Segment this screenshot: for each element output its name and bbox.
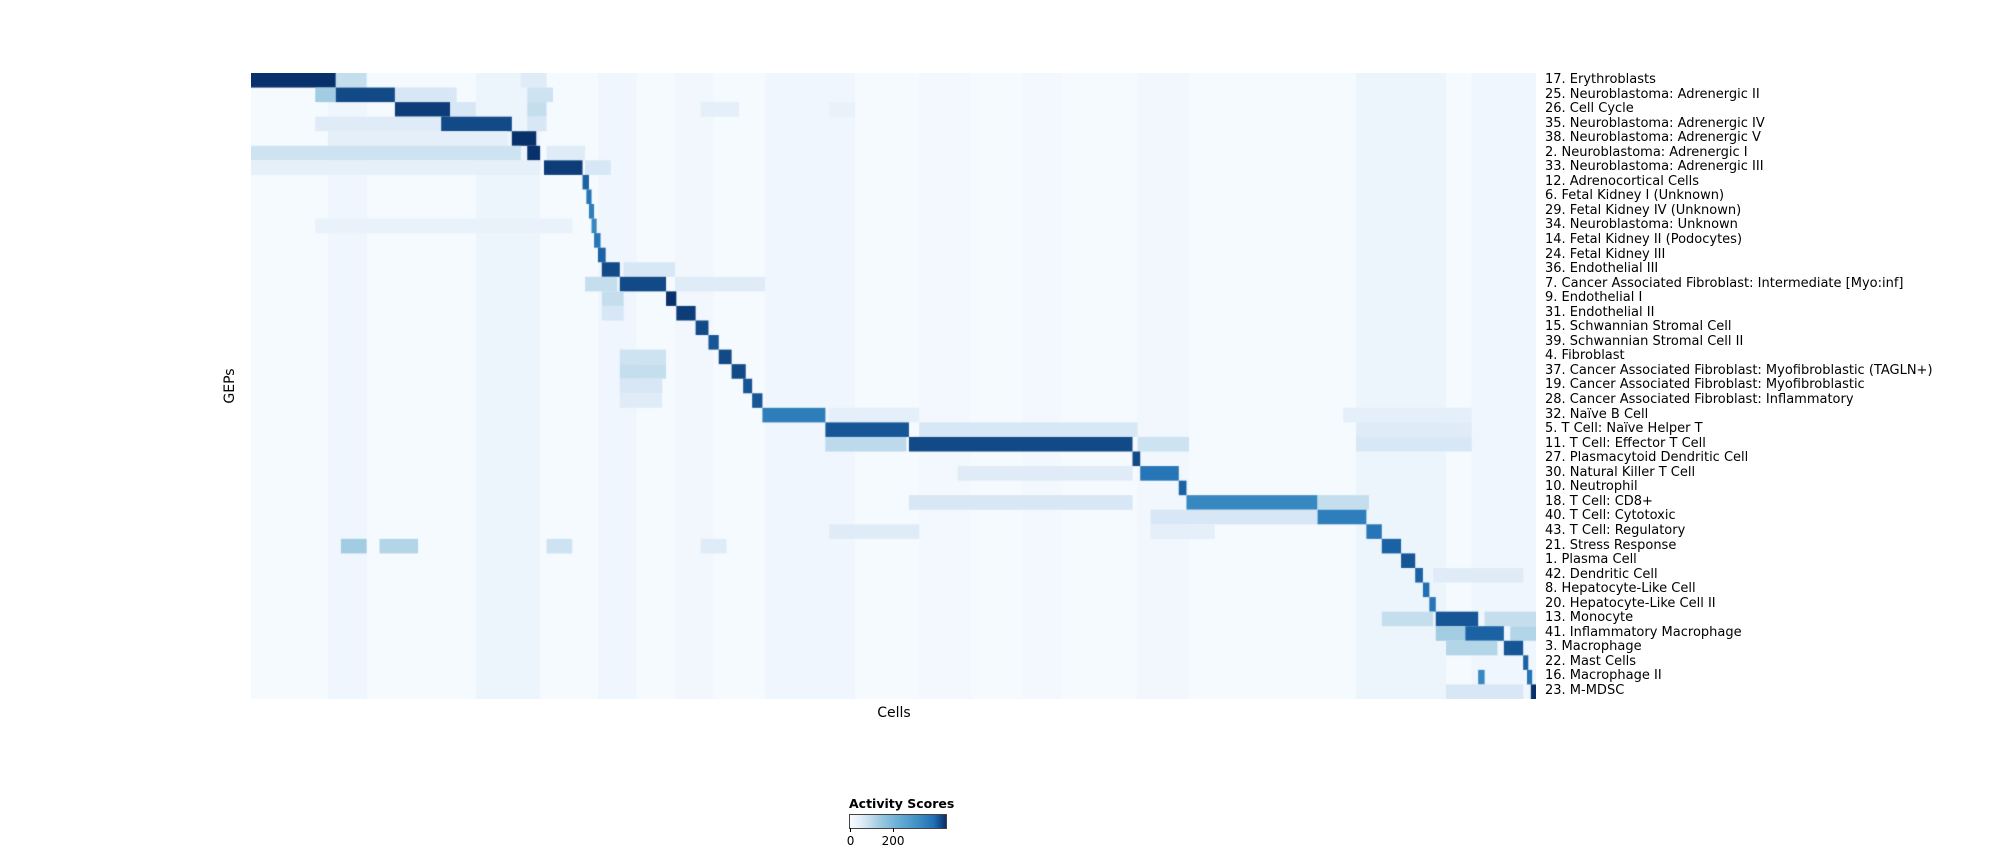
row-label: 36. Endothelial III (1545, 261, 1659, 277)
row-label: 22. Mast Cells (1545, 653, 1637, 669)
row-label: 16. Macrophage II (1545, 668, 1662, 684)
row-label: 41. Inflammatory Macrophage (1545, 624, 1742, 640)
heatmap-canvas (251, 73, 1536, 699)
row-label: 32. Naïve B Cell (1545, 406, 1649, 422)
row-label: 11. T Cell: Effector T Cell (1545, 435, 1706, 451)
row-label: 2. Neuroblastoma: Adrenergic I (1545, 144, 1748, 160)
row-label: 40. T Cell: Cytotoxic (1545, 508, 1676, 524)
row-label: 39. Schwannian Stromal Cell II (1545, 333, 1744, 349)
row-label: 5. T Cell: Naïve Helper T (1545, 421, 1703, 437)
row-label: 18. T Cell: CD8+ (1545, 493, 1653, 509)
legend-gradient-bar (849, 814, 947, 832)
row-label: 29. Fetal Kidney IV (Unknown) (1545, 202, 1742, 218)
row-label: 43. T Cell: Regulatory (1545, 522, 1686, 538)
row-label: 38. Neuroblastoma: Adrenergic V (1545, 130, 1761, 146)
row-label: 30. Natural Killer T Cell (1545, 464, 1696, 480)
row-label: 8. Hepatocyte-Like Cell (1545, 581, 1696, 597)
row-label: 28. Cancer Associated Fibroblast: Inflam… (1545, 392, 1854, 408)
row-label: 9. Endothelial I (1545, 290, 1643, 306)
row-label: 15. Schwannian Stromal Cell (1545, 319, 1732, 335)
row-label: 20. Hepatocyte-Like Cell II (1545, 595, 1716, 611)
row-label: 14. Fetal Kidney II (Podocytes) (1545, 232, 1743, 248)
row-label: 33. Neuroblastoma: Adrenergic III (1545, 159, 1764, 175)
x-axis-label: Cells (877, 705, 911, 721)
row-label: 4. Fibroblast (1545, 348, 1625, 364)
row-label: 27. Plasmacytoid Dendritic Cell (1545, 450, 1749, 466)
row-label: 10. Neutrophil (1545, 479, 1638, 495)
legend-tick-mark-max (893, 828, 895, 832)
row-labels: 17. Erythroblasts 25. Neuroblastoma: Adre… (1545, 72, 2005, 699)
row-label: 24. Fetal Kidney III (1545, 246, 1666, 262)
row-label: 7. Cancer Associated Fibroblast: Interme… (1545, 275, 1904, 291)
row-label: 6. Fetal Kidney I (Unknown) (1545, 188, 1725, 204)
row-label: 17. Erythroblasts (1545, 72, 1656, 87)
row-label: 12. Adrenocortical Cells (1545, 173, 1700, 189)
legend-tick-mark-min (850, 828, 851, 832)
legend-tick-max: 200 (881, 834, 905, 848)
legend-tick-min: 0 (846, 834, 855, 848)
row-label: 3. Macrophage (1545, 639, 1642, 655)
row-label: 37. Cancer Associated Fibroblast: Myofib… (1545, 362, 1933, 378)
y-axis-label: GEPs (222, 368, 238, 404)
row-label: 21. Stress Response (1545, 537, 1677, 553)
row-label: 35. Neuroblastoma: Adrenergic IV (1545, 115, 1765, 131)
row-label: 31. Endothelial II (1545, 304, 1655, 320)
row-label: 25. Neuroblastoma: Adrenergic II (1545, 86, 1760, 102)
row-label: 34. Neuroblastoma: Unknown (1545, 217, 1738, 233)
legend-tick-labels: 0 200 (846, 834, 947, 848)
row-label: 42. Dendritic Cell (1545, 566, 1658, 582)
row-label: 13. Monocyte (1545, 610, 1634, 626)
colorbar-legend: Activity Scores 0 200 (846, 796, 955, 848)
row-label: 19. Cancer Associated Fibroblast: Myofib… (1545, 377, 1865, 393)
legend-title: Activity Scores (849, 796, 955, 811)
row-label: 1. Plasma Cell (1545, 552, 1637, 568)
row-label: 23. M-MDSC (1545, 682, 1625, 698)
row-label: 26. Cell Cycle (1545, 101, 1634, 117)
